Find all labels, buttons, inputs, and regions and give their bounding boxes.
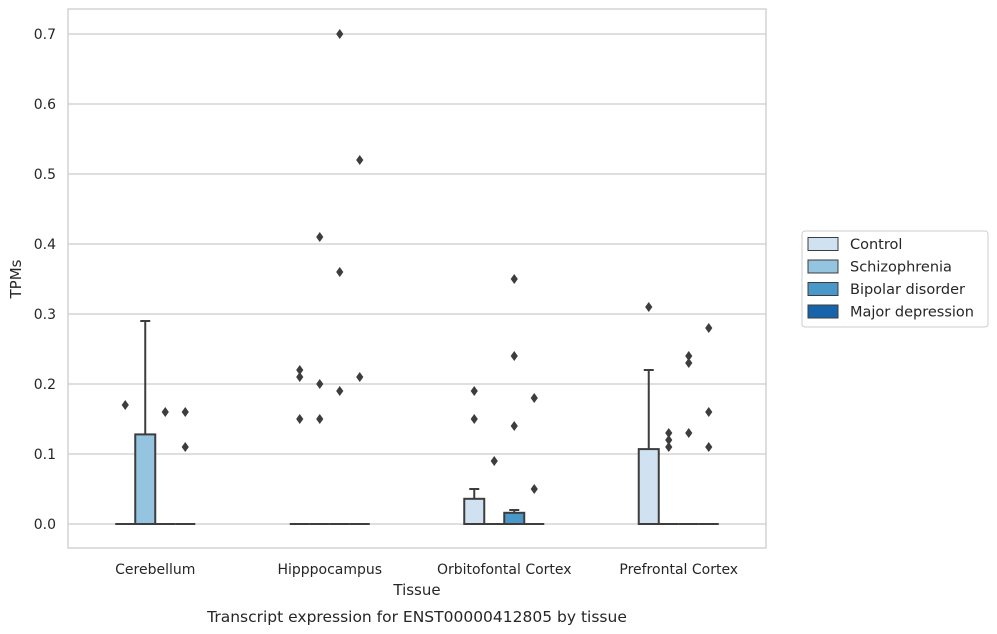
outlier-point [161,407,169,417]
outlier-point [490,456,498,466]
y-tick-label: 0.4 [34,237,56,253]
outlier-point [510,274,518,284]
outlier-point [316,232,324,242]
x-tick-label: Prefrontal Cortex [619,562,738,578]
legend-label: Bipolar disorder [850,282,965,298]
legend-swatch [807,259,839,274]
gridlines [68,33,766,525]
legend-swatch [807,304,839,319]
outlier-point [336,267,344,277]
outlier-point [181,407,189,417]
outlier-point [356,155,364,165]
outlier-point [705,442,713,452]
outlier-point [181,442,189,452]
outlier-point [685,428,693,438]
boxes [115,320,719,526]
chart-caption: Transcript expression for ENST0000041280… [206,608,627,626]
outlier-point [336,29,344,39]
outlier-point [510,351,518,361]
outlier-point [685,351,693,361]
outlier-point [470,386,478,396]
outlier-point [356,372,364,382]
box-control [637,448,660,526]
y-tick-label: 0.0 [34,517,56,533]
x-tick-labels: Cerebellum Hipppocampus Orbitofontal Corte… [115,562,738,578]
outlier-point [316,414,324,424]
outlier-point [316,379,324,389]
outlier-point [705,407,713,417]
legend: Control Schizophrenia Bipolar disorder Majo… [801,230,989,328]
legend-label: Control [850,237,902,253]
outlier-point [530,393,538,403]
legend-label: Schizophrenia [850,260,952,276]
outlier-point [121,400,129,410]
outlier-point [665,428,673,438]
outlier-point [665,435,673,445]
outlier-point [296,372,304,382]
x-tick-label: Orbitofontal Cortex [437,562,572,578]
y-tick-label: 0.7 [34,27,56,43]
outlier-point [296,414,304,424]
legend-swatch [807,237,839,251]
y-tick-label: 0.5 [34,167,56,183]
y-tick-label: 0.3 [34,307,56,323]
box-schizophrenia [134,433,157,525]
outlier-point [336,386,344,396]
outlier-point [645,302,653,312]
y-axis-label: TPMs [7,259,25,299]
outlier-point [296,365,304,375]
legend-frame [801,230,989,328]
legend-label: Major depression [850,305,974,321]
box-bipolar-disorder [503,511,526,525]
outlier-point [665,442,673,452]
legend-swatch [807,282,839,296]
outlier-point [685,358,693,368]
plot-frame [67,8,767,549]
y-tick-label: 0.6 [34,97,56,113]
outliers [121,29,713,494]
y-tick-labels: 0.0 0.1 0.2 0.3 0.4 0.5 0.6 0.7 [34,27,56,533]
outlier-point [510,421,518,431]
x-axis-label: Tissue [392,581,440,599]
outlier-point [705,323,713,333]
y-tick-label: 0.1 [34,447,56,463]
x-tick-label: Hipppocampus [277,562,382,578]
outlier-point [470,414,478,424]
box-control [463,497,486,525]
x-tick-label: Cerebellum [115,562,195,578]
y-tick-label: 0.2 [34,377,56,393]
outlier-point [530,484,538,494]
legend-entries: Control Schizophrenia Bipolar disorder Majo… [807,237,974,321]
